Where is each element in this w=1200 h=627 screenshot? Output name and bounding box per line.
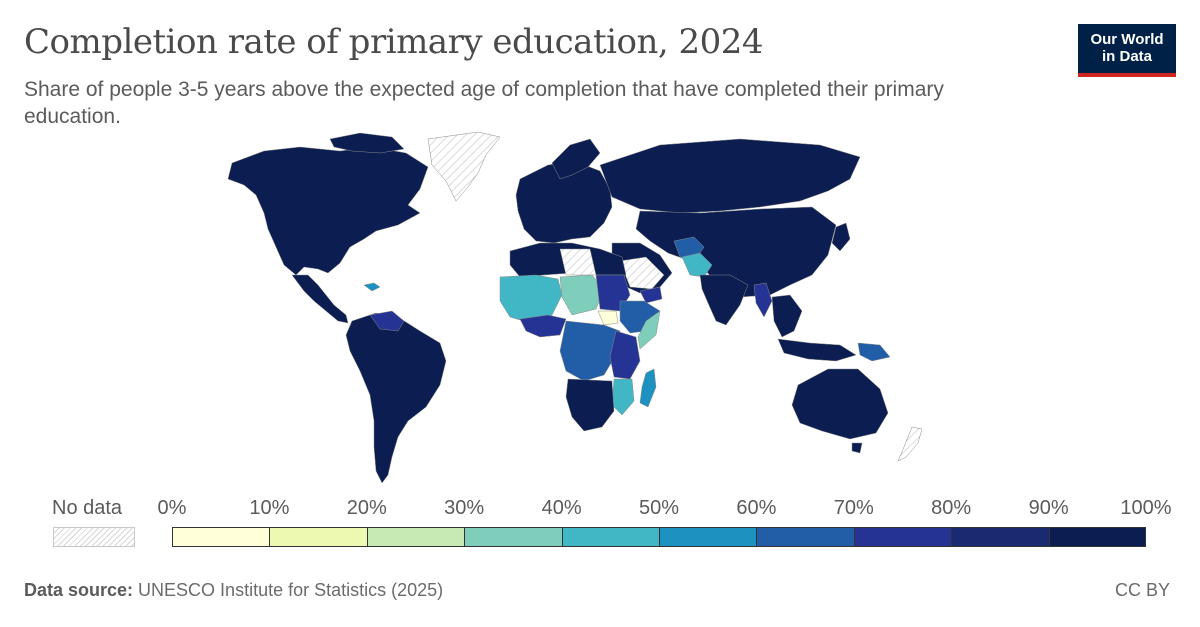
legend-bin-20-30[interactable] xyxy=(366,527,465,547)
region-greenland[interactable] xyxy=(427,131,501,202)
region-west-africa[interactable] xyxy=(499,274,563,324)
legend-bin-90-100[interactable] xyxy=(1048,527,1146,547)
region-myanmar[interactable] xyxy=(753,282,773,318)
region-australia[interactable] xyxy=(791,368,889,440)
logo-line-1: Our World xyxy=(1090,31,1164,48)
region-caribbean[interactable] xyxy=(363,282,381,292)
legend-tick-label: 70% xyxy=(833,497,874,519)
region-gulf-of-guinea[interactable] xyxy=(519,314,567,338)
legend-tick-label: 30% xyxy=(444,497,485,519)
region-japan[interactable] xyxy=(831,222,851,252)
region-northern-asia[interactable] xyxy=(599,138,861,214)
legend-tick-label: 0% xyxy=(157,497,187,519)
legend-tick-label: 40% xyxy=(541,497,582,519)
region-sahel[interactable] xyxy=(559,274,605,316)
region-mozambique[interactable] xyxy=(611,378,635,416)
legend-tick-label: 10% xyxy=(249,497,290,519)
legend-bin-0-10[interactable] xyxy=(172,527,270,547)
legend-tick-label: 80% xyxy=(931,497,972,519)
legend-bin-30-40[interactable] xyxy=(464,527,562,547)
region-south-sudan[interactable] xyxy=(597,310,619,326)
legend-bin-50-60[interactable] xyxy=(659,527,757,547)
legend-bin-70-80[interactable] xyxy=(853,527,952,547)
region-tasmania[interactable] xyxy=(851,442,863,454)
region-india[interactable] xyxy=(699,274,749,326)
region-libya-no-data[interactable] xyxy=(559,248,597,276)
legend-bin-10-20[interactable] xyxy=(269,527,367,547)
data-source-label: Data source: xyxy=(24,580,134,600)
region-arctic-islands[interactable] xyxy=(329,132,405,154)
region-scandinavia[interactable] xyxy=(551,138,601,180)
region-arabia-no-data[interactable] xyxy=(619,256,665,290)
region-venezuela[interactable] xyxy=(369,310,405,332)
region-papua-new-guinea[interactable] xyxy=(857,342,891,362)
license-link[interactable]: CC BY xyxy=(1114,580,1170,600)
world-map[interactable] xyxy=(0,125,1200,495)
legend-bin-40-50[interactable] xyxy=(561,527,659,547)
region-central-america[interactable] xyxy=(291,274,349,324)
region-central-africa[interactable] xyxy=(559,320,621,382)
legend-tick-label: 90% xyxy=(1028,497,1069,519)
data-source-text: UNESCO Institute for Statistics (2025) xyxy=(133,580,444,600)
region-east-africa[interactable] xyxy=(609,330,641,380)
region-madagascar[interactable] xyxy=(639,368,657,408)
region-south-america[interactable] xyxy=(345,312,447,484)
legend-tick-label: 50% xyxy=(638,497,680,519)
region-somalia[interactable] xyxy=(637,310,661,350)
region-new-zealand[interactable] xyxy=(897,426,923,462)
legend-tick-label: 100% xyxy=(1120,497,1172,519)
chart-title: Completion rate of primary education, 20… xyxy=(24,22,764,62)
region-southeast-asia[interactable] xyxy=(771,294,803,338)
data-source: Data source: UNESCO Institute for Statis… xyxy=(24,580,443,601)
legend-bin-80-90[interactable] xyxy=(951,527,1049,547)
legend-no-data-label: No data xyxy=(52,497,123,519)
legend-tick-label: 20% xyxy=(346,497,387,519)
legend-tick-label: 60% xyxy=(736,497,777,519)
owid-logo[interactable]: Our World in Data xyxy=(1078,24,1176,77)
region-north-america[interactable] xyxy=(227,146,429,276)
chart-subtitle: Share of people 3-5 years above the expe… xyxy=(24,78,944,128)
region-indonesia[interactable] xyxy=(777,338,857,362)
logo-line-2: in Data xyxy=(1101,48,1152,65)
legend-no-data-swatch xyxy=(53,527,135,547)
legend-bin-60-70[interactable] xyxy=(756,527,854,547)
region-yemen[interactable] xyxy=(639,286,663,304)
region-pakistan[interactable] xyxy=(681,252,713,278)
region-southern-africa[interactable] xyxy=(565,378,615,432)
